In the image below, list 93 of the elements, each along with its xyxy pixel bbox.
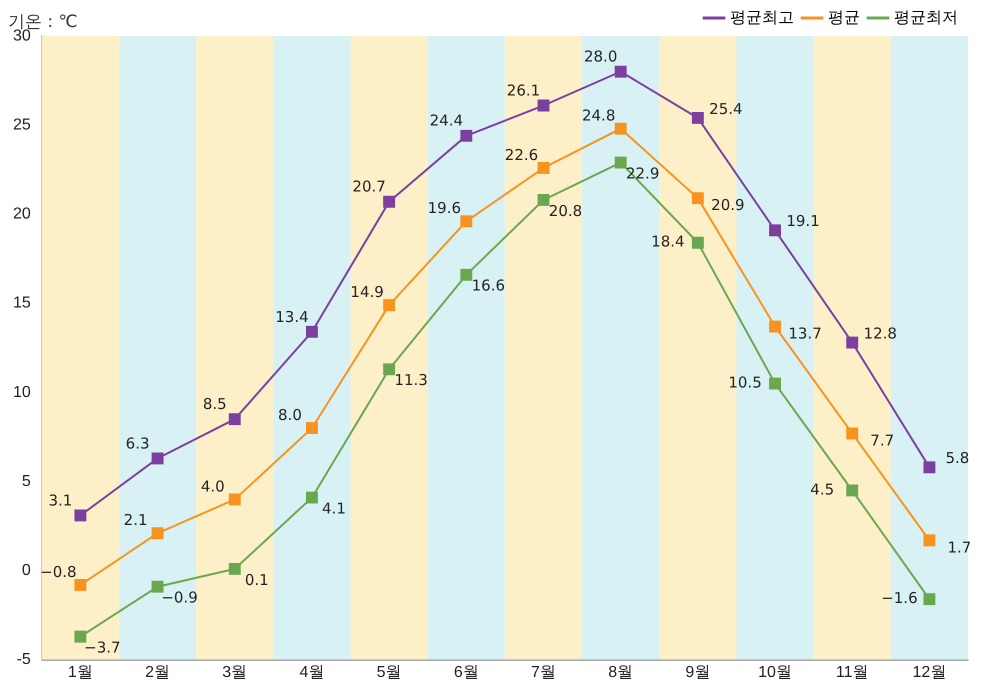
- data-label: 6.3: [126, 434, 150, 452]
- data-label: 2.1: [124, 511, 148, 530]
- point: [769, 320, 781, 332]
- point: [923, 593, 936, 606]
- data-label: 1.7: [947, 538, 972, 556]
- data-label: 10.5: [728, 373, 762, 392]
- data-label: 0.1: [244, 570, 269, 589]
- point: [383, 196, 396, 208]
- data-label: 4.0: [200, 477, 225, 496]
- point: [692, 236, 704, 249]
- point: [228, 562, 241, 575]
- x-tick-label: 11월: [836, 664, 869, 681]
- data-label: 25.4: [709, 100, 743, 118]
- x-tick-label: 5월: [376, 664, 402, 681]
- data-label: 13.4: [275, 308, 309, 326]
- point: [614, 156, 627, 168]
- x-tick-label: 12월: [912, 664, 946, 681]
- data-label: 3.1: [48, 491, 72, 510]
- point: [846, 428, 858, 440]
- x-tick-label: 1월: [68, 664, 93, 681]
- y-tick-label: 5: [22, 472, 31, 490]
- point: [306, 326, 318, 338]
- point: [74, 509, 86, 522]
- data-label: −3.7: [84, 638, 121, 657]
- point: [306, 492, 318, 504]
- x-tick-label: 9월: [685, 664, 710, 681]
- point: [152, 527, 164, 540]
- point: [538, 162, 550, 174]
- point: [383, 299, 396, 312]
- data-label: 16.6: [472, 276, 506, 295]
- point: [460, 215, 472, 228]
- data-label: 19.6: [428, 199, 462, 218]
- point: [228, 413, 241, 426]
- y-tick-label: 20: [13, 206, 31, 223]
- data-label: 4.5: [810, 480, 834, 498]
- data-label: 20.8: [548, 202, 582, 220]
- point: [228, 493, 241, 506]
- y-tick-label: -5: [16, 651, 31, 668]
- data-label: 20.7: [352, 178, 386, 196]
- x-tick-label: 8월: [608, 664, 634, 681]
- data-label: 24.8: [582, 106, 616, 125]
- data-label: 7.7: [870, 431, 894, 450]
- point: [769, 224, 781, 236]
- data-label: 13.7: [788, 324, 822, 342]
- data-label: 28.0: [584, 48, 618, 66]
- data-label: 4.1: [322, 500, 346, 518]
- point: [74, 578, 86, 591]
- data-label: 20.9: [711, 196, 745, 214]
- data-label: 5.8: [945, 449, 970, 468]
- point: [152, 580, 164, 593]
- point: [692, 112, 704, 124]
- point: [692, 192, 704, 204]
- data-label: 11.3: [394, 371, 428, 390]
- data-label: −0.8: [40, 562, 77, 581]
- point: [846, 336, 858, 349]
- data-label: 22.6: [504, 146, 538, 164]
- legend-label: 평균: [828, 9, 860, 26]
- point: [152, 452, 164, 464]
- point: [846, 484, 858, 496]
- x-tick-label: 6월: [454, 664, 479, 681]
- data-label: −1.6: [881, 589, 918, 608]
- point: [460, 268, 472, 281]
- point: [769, 378, 781, 390]
- y-tick-label: 15: [13, 294, 31, 312]
- data-label: 8.0: [278, 406, 302, 424]
- data-label: 24.4: [430, 112, 464, 130]
- x-tick-label: 3월: [222, 664, 248, 681]
- data-label: 8.5: [202, 395, 227, 414]
- y-tick-label: 25: [13, 116, 31, 134]
- point: [614, 122, 627, 135]
- data-label: 12.8: [864, 324, 897, 342]
- point: [923, 534, 936, 546]
- x-tick-label: 4월: [299, 664, 324, 681]
- y-tick-label: 10: [13, 384, 31, 401]
- point: [923, 461, 936, 474]
- x-tick-label: 7월: [531, 664, 556, 681]
- data-label: 19.1: [786, 212, 820, 230]
- data-label: −0.9: [161, 588, 198, 607]
- point: [460, 130, 472, 142]
- data-label: 18.4: [651, 232, 685, 251]
- y-tick-label: 0: [22, 562, 31, 580]
- point: [74, 630, 86, 643]
- legend-label: 평균최고: [730, 9, 794, 26]
- data-label: 14.9: [350, 283, 384, 302]
- x-tick-label: 10월: [758, 664, 792, 681]
- point: [614, 66, 627, 78]
- x-tick-label: 2월: [145, 664, 170, 681]
- data-label: 26.1: [506, 81, 540, 100]
- point: [538, 194, 550, 206]
- legend-label: 평균최저: [894, 9, 958, 26]
- point: [538, 100, 550, 112]
- point: [306, 422, 318, 434]
- point: [383, 363, 396, 376]
